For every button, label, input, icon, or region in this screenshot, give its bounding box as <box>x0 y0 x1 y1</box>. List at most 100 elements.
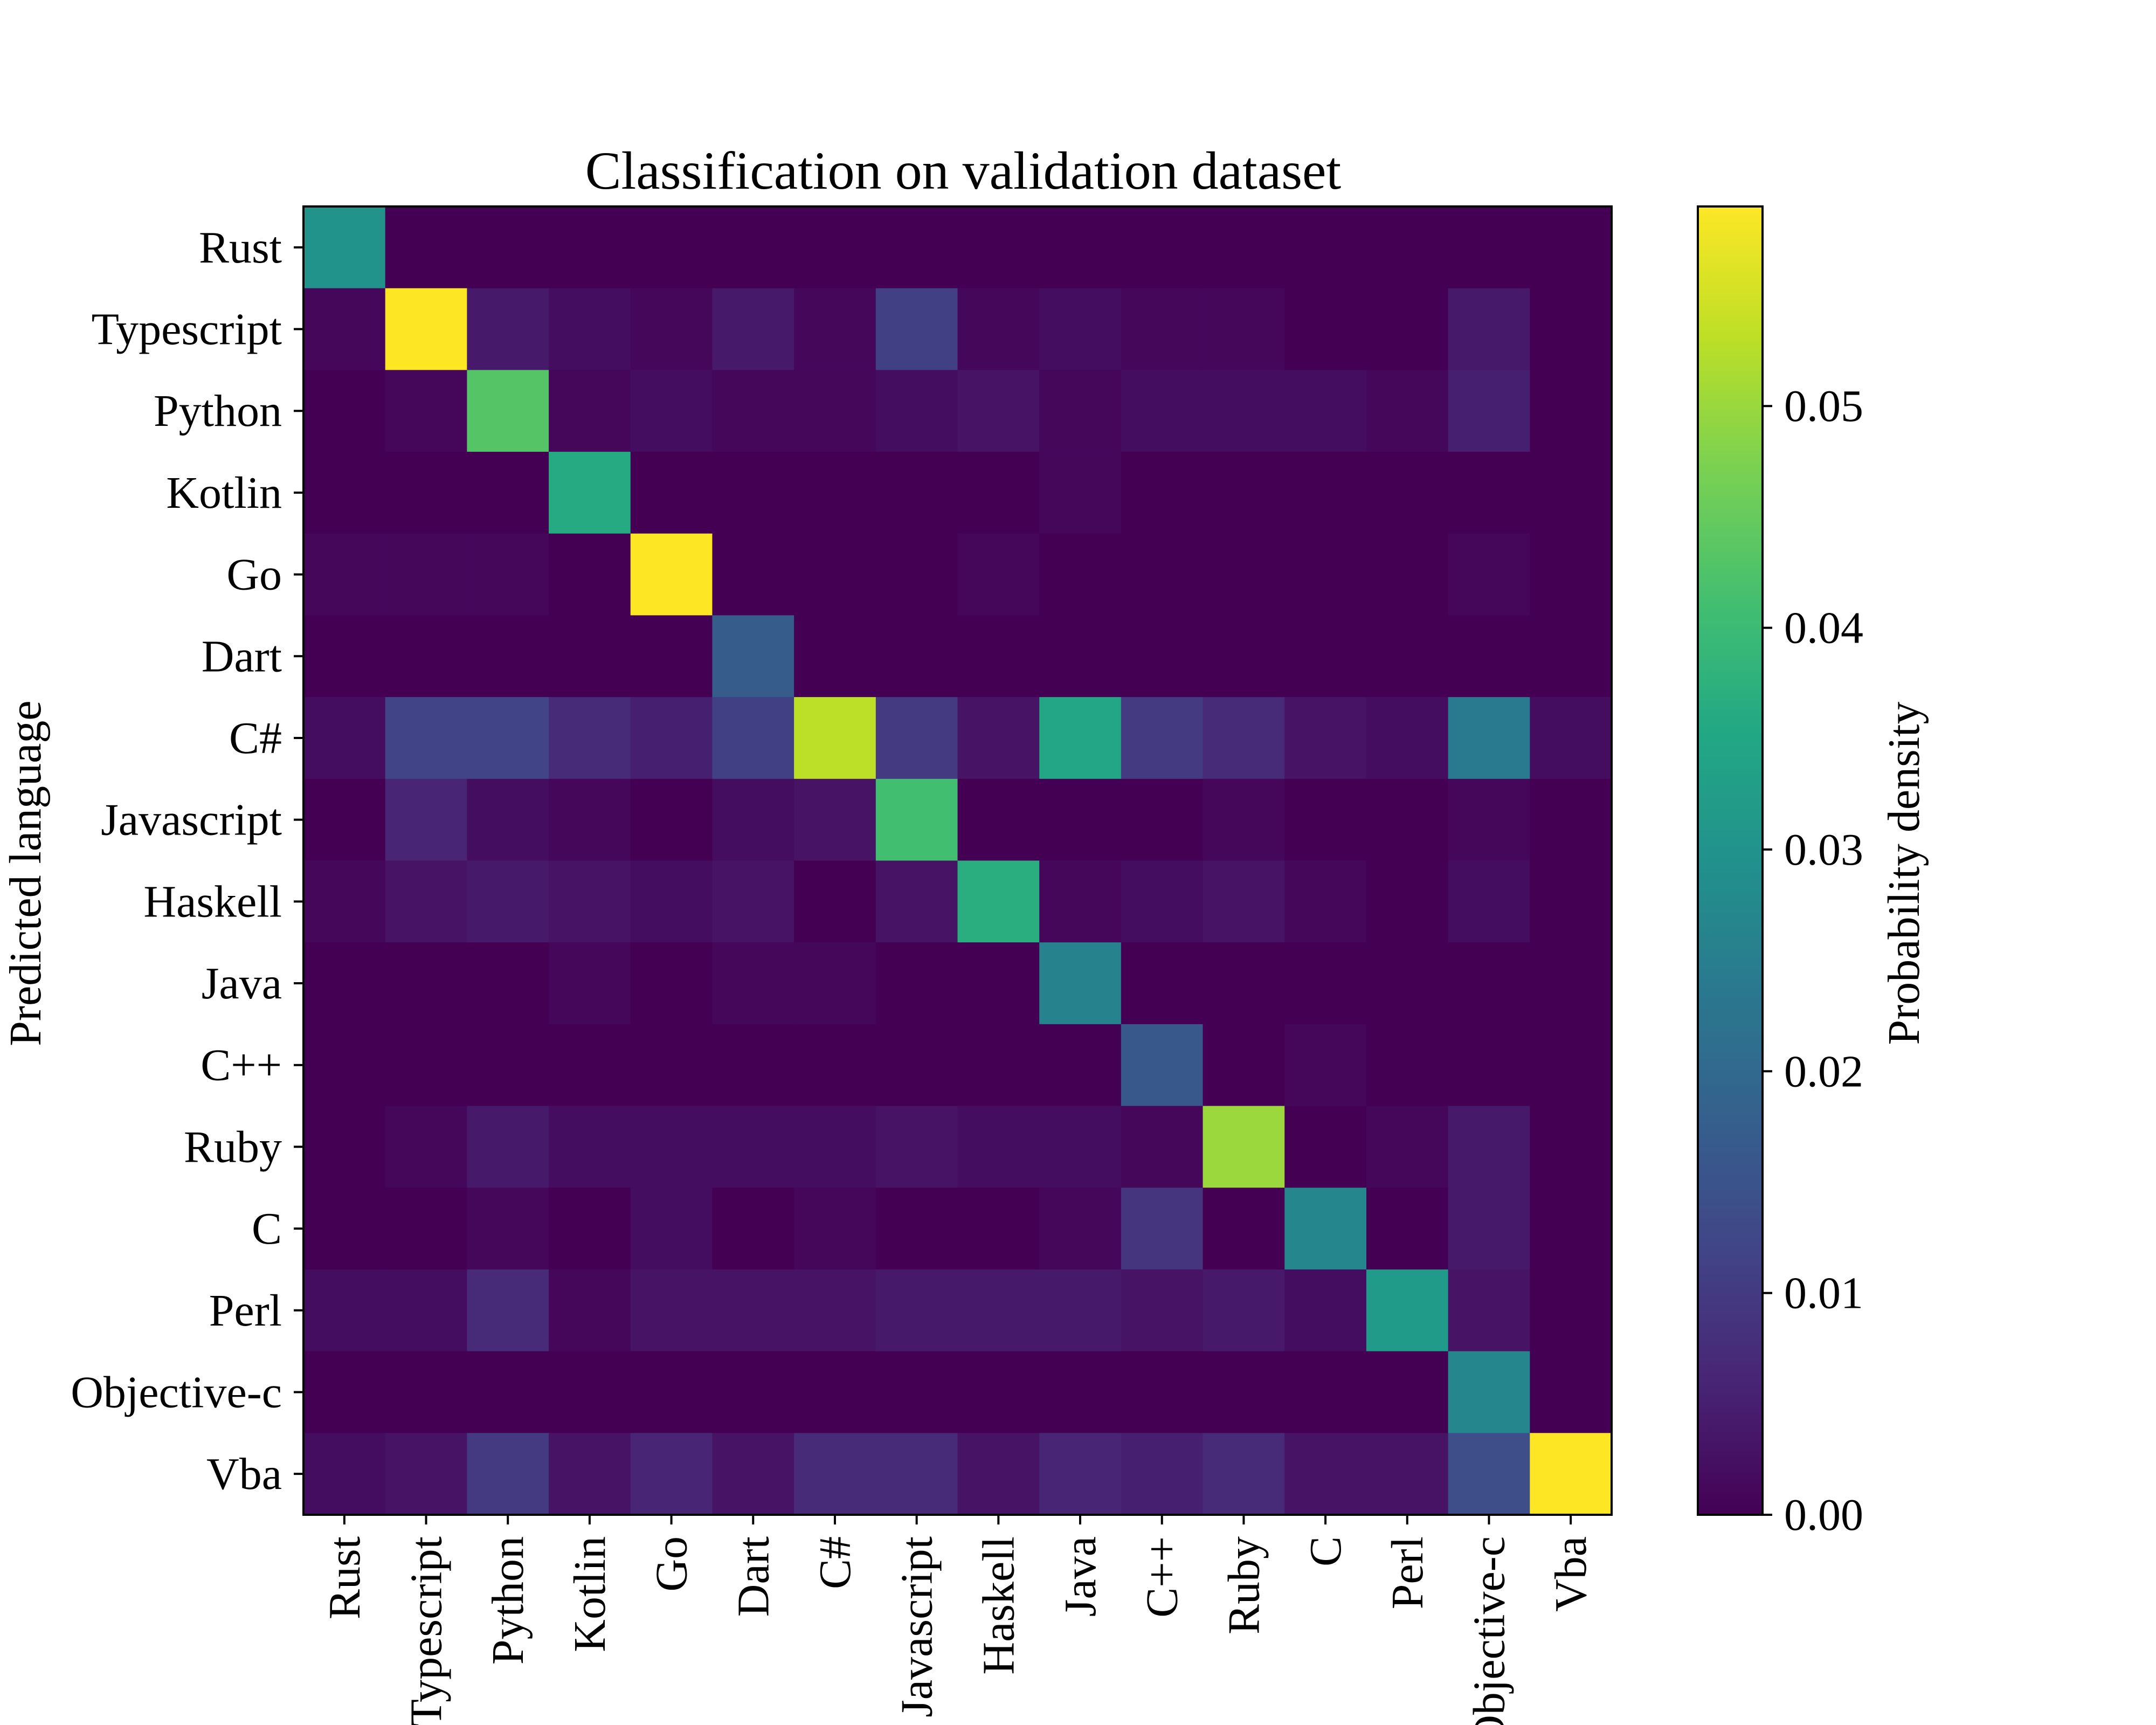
heatmap-cell-javascript-ruby <box>1203 778 1285 861</box>
heatmap-cell-objective-c-ruby <box>1203 1351 1285 1433</box>
heatmap-cell-c-haskell <box>957 1188 1040 1270</box>
x-tick-label-c: C <box>1301 1536 1351 1567</box>
colorbar-tick-label: 0.05 <box>1784 381 1863 431</box>
heatmap-cell-perl-ruby <box>1203 1269 1285 1352</box>
heatmap-cell-ruby-ruby <box>1203 1106 1285 1188</box>
heatmap-cell-dart-csharp <box>794 615 876 698</box>
heatmap-cell-cplusplus-perl <box>1366 1024 1449 1107</box>
heatmap-cell-javascript-rust <box>303 778 386 861</box>
heatmap-cell-cplusplus-ruby <box>1203 1024 1285 1107</box>
heatmap-cell-objective-c-cplusplus <box>1121 1351 1204 1433</box>
heatmap-cell-cplusplus-javascript <box>875 1024 958 1107</box>
heatmap-cell-python-objective-c <box>1448 370 1530 452</box>
heatmap-cell-haskell-rust <box>303 860 386 943</box>
heatmap-cell-go-objective-c <box>1448 533 1530 616</box>
x-tick-label-haskell: Haskell <box>973 1536 1024 1675</box>
heatmap-cell-rust-cplusplus <box>1121 206 1204 289</box>
x-tick-label-python: Python <box>483 1536 533 1665</box>
heatmap-cell-kotlin-typescript <box>385 452 467 534</box>
heatmap-cell-go-perl <box>1366 533 1449 616</box>
heatmap-cell-haskell-java <box>1039 860 1122 943</box>
heatmap-cell-javascript-java <box>1039 778 1122 861</box>
heatmap-cell-cplusplus-haskell <box>957 1024 1040 1107</box>
heatmap-cell-typescript-javascript <box>875 288 958 370</box>
heatmap-cell-dart-dart <box>712 615 794 698</box>
colorbar-ticks: 0.00 0.01 0.02 0.03 0.04 0.05 <box>1763 381 1863 1540</box>
heatmap-cell-csharp-typescript <box>385 697 467 779</box>
heatmap-cell-vba-vba <box>1530 1433 1612 1515</box>
heatmap-cell-csharp-perl <box>1366 697 1449 779</box>
heatmap-cell-typescript-perl <box>1366 288 1449 370</box>
heatmap-cell-python-java <box>1039 370 1122 452</box>
x-tick-label-objective-c: Objective-c <box>1464 1536 1514 1725</box>
heatmap-cell-typescript-haskell <box>957 288 1040 370</box>
heatmap-cell-rust-objective-c <box>1448 206 1530 289</box>
heatmap-cell-ruby-javascript <box>875 1106 958 1188</box>
heatmap-cell-java-csharp <box>794 942 876 1025</box>
y-tick-label-kotlin: Kotlin <box>166 468 282 518</box>
heatmap-cell-vba-rust <box>303 1433 386 1515</box>
y-axis-ticks: Rust Typescript Python Kotlin Go Dart C# Javasc… <box>71 223 303 1499</box>
y-tick-label-dart: Dart <box>202 631 282 681</box>
heatmap-cell-cplusplus-csharp <box>794 1024 876 1107</box>
heatmap-cell-cplusplus-go <box>630 1024 713 1107</box>
heatmap-cell-javascript-go <box>630 778 713 861</box>
heatmap-cell-cplusplus-typescript <box>385 1024 467 1107</box>
heatmap-cell-dart-javascript <box>875 615 958 698</box>
heatmap-cell-kotlin-javascript <box>875 452 958 534</box>
y-axis-label: Predicted language <box>1 700 51 1046</box>
heatmap-cell-vba-haskell <box>957 1433 1040 1515</box>
heatmap-cell-java-haskell <box>957 942 1040 1025</box>
heatmap-cell-c-go <box>630 1188 713 1270</box>
heatmap-cell-perl-haskell <box>957 1269 1040 1352</box>
x-tick-label-perl: Perl <box>1383 1536 1433 1609</box>
y-tick-label-java: Java <box>202 958 282 1009</box>
heatmap-cell-perl-cplusplus <box>1121 1269 1204 1352</box>
heatmap-cell-c-csharp <box>794 1188 876 1270</box>
heatmap-cell-dart-ruby <box>1203 615 1285 698</box>
heatmap-cell-objective-c-dart <box>712 1351 794 1433</box>
heatmap-cell-java-python <box>467 942 549 1025</box>
heatmap-cell-javascript-dart <box>712 778 794 861</box>
heatmap-cell-java-javascript <box>875 942 958 1025</box>
heatmap-cell-c-javascript <box>875 1188 958 1270</box>
heatmap-cell-kotlin-perl <box>1366 452 1449 534</box>
heatmap-cell-csharp-rust <box>303 697 386 779</box>
heatmap-cell-javascript-objective-c <box>1448 778 1530 861</box>
heatmap-cell-c-python <box>467 1188 549 1270</box>
heatmap-cell-ruby-cplusplus <box>1121 1106 1204 1188</box>
heatmap-cell-vba-objective-c <box>1448 1433 1530 1515</box>
heatmap-cell-dart-rust <box>303 615 386 698</box>
heatmap-cell-objective-c-perl <box>1366 1351 1449 1433</box>
heatmap-cell-haskell-dart <box>712 860 794 943</box>
heatmap-cell-objective-c-objective-c <box>1448 1351 1530 1433</box>
heatmap-cell-perl-dart <box>712 1269 794 1352</box>
colorbar-tick-label: 0.00 <box>1784 1490 1863 1540</box>
y-tick-label-cplusplus: C++ <box>201 1040 282 1091</box>
heatmap-cell-python-ruby <box>1203 370 1285 452</box>
heatmap-cell-perl-perl <box>1366 1269 1449 1352</box>
x-tick-label-dart: Dart <box>728 1536 778 1617</box>
heatmap-cell-objective-c-javascript <box>875 1351 958 1433</box>
heatmap-cell-dart-c <box>1284 615 1367 698</box>
heatmap-cell-ruby-kotlin <box>549 1106 631 1188</box>
heatmap-cell-haskell-kotlin <box>549 860 631 943</box>
heatmap-cell-csharp-haskell <box>957 697 1040 779</box>
heatmap-cell-java-kotlin <box>549 942 631 1025</box>
heatmap-cell-rust-kotlin <box>549 206 631 289</box>
heatmap-cell-haskell-haskell <box>957 860 1040 943</box>
heatmap-cell-c-kotlin <box>549 1188 631 1270</box>
heatmap-cell-c-objective-c <box>1448 1188 1530 1270</box>
heatmap-cell-kotlin-haskell <box>957 452 1040 534</box>
heatmap-cell-kotlin-ruby <box>1203 452 1285 534</box>
y-tick-label-ruby: Ruby <box>184 1122 282 1172</box>
y-tick-label-rust: Rust <box>199 223 282 273</box>
heatmap-cell-ruby-go <box>630 1106 713 1188</box>
heatmap-cell-ruby-haskell <box>957 1106 1040 1188</box>
heatmap-cell-cplusplus-dart <box>712 1024 794 1107</box>
y-tick-label-c: C <box>252 1204 282 1254</box>
heatmap-cell-go-dart <box>712 533 794 616</box>
heatmap-cell-objective-c-haskell <box>957 1351 1040 1433</box>
heatmap-cell-kotlin-csharp <box>794 452 876 534</box>
heatmap-cell-rust-haskell <box>957 206 1040 289</box>
